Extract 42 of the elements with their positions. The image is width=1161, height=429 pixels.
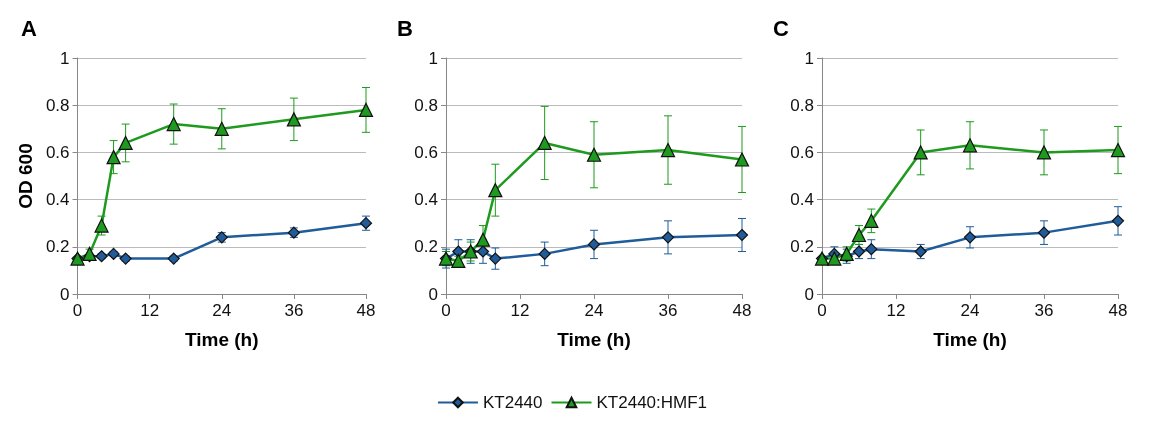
- x-tick-label: 12: [510, 301, 530, 320]
- x-tick-label: 48: [732, 301, 752, 320]
- y-tick-label: 0: [804, 284, 814, 304]
- y-tick-label: 0.8: [45, 95, 70, 115]
- y-tick-label: 0.2: [414, 237, 438, 257]
- x-tick-label: 0: [72, 301, 83, 320]
- x-axis-title: Time (h): [933, 329, 1007, 350]
- x-tick-label: 24: [960, 301, 980, 320]
- y-tick-label: 0.4: [790, 190, 814, 210]
- y-axis-title: OD 600: [15, 143, 36, 209]
- y-tick-label: 0.8: [790, 95, 814, 115]
- x-tick-label: 12: [140, 301, 160, 320]
- x-tick-label: 48: [1108, 301, 1128, 320]
- y-tick-label: 0.6: [790, 142, 814, 162]
- x-tick-label: 0: [441, 301, 451, 320]
- y-tick-label: 0: [60, 284, 70, 304]
- x-tick-label: 36: [284, 301, 304, 320]
- x-axis-title: Time (h): [557, 329, 631, 350]
- y-tick-label: 1: [428, 48, 438, 68]
- legend-label: KT2440: [482, 393, 543, 412]
- x-tick-label: 12: [886, 301, 906, 320]
- x-tick-label: 36: [658, 301, 678, 320]
- x-tick-label: 24: [212, 301, 232, 320]
- chart-title: B: [397, 15, 413, 41]
- y-tick-label: 0: [428, 284, 438, 304]
- y-tick-label: 0.6: [45, 142, 70, 162]
- y-tick-label: 0.2: [790, 237, 814, 257]
- x-axis-title: Time (h): [184, 329, 259, 350]
- y-tick-label: 0.2: [45, 237, 70, 257]
- y-tick-label: 0.4: [45, 190, 70, 210]
- y-tick-label: 0.6: [414, 142, 438, 162]
- x-tick-label: 36: [1034, 301, 1054, 320]
- x-tick-label: 48: [356, 301, 376, 320]
- legend-label: KT2440:HMF1: [596, 393, 708, 412]
- y-tick-label: 1: [60, 48, 70, 68]
- y-tick-label: 0.4: [414, 190, 438, 210]
- x-tick-label: 0: [817, 301, 827, 320]
- y-tick-label: 0.8: [414, 95, 438, 115]
- chart-title: C: [773, 15, 789, 41]
- x-tick-label: 24: [584, 301, 604, 320]
- chart-title: A: [21, 15, 37, 41]
- y-tick-label: 1: [804, 48, 814, 68]
